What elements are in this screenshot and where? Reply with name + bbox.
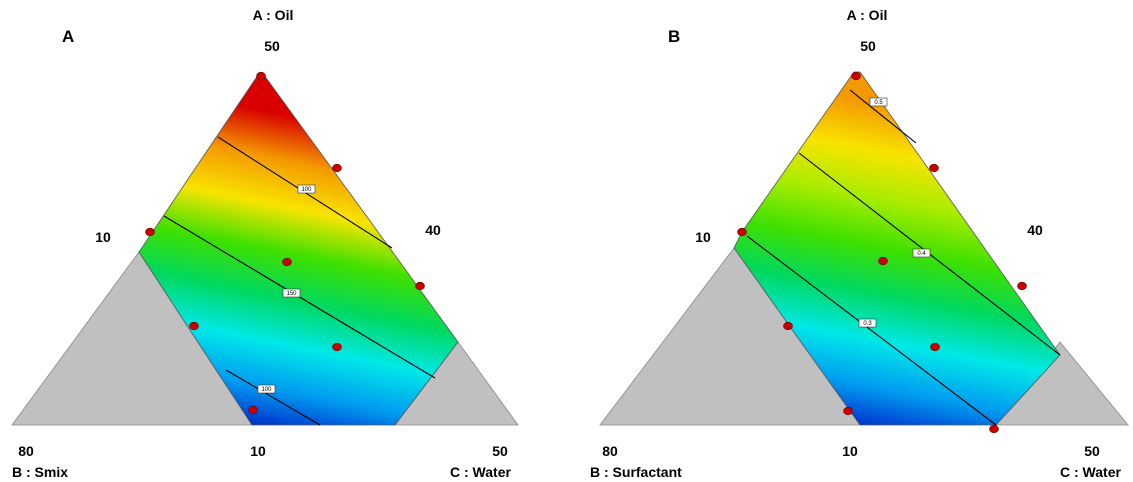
ternary-plot-a: 100 150 100 A A : Oil 50 10 40 80 B : Sm… (11, 7, 519, 480)
design-point (851, 71, 861, 81)
tick-right: 40 (425, 222, 441, 238)
vertex-value-bottom-left: 80 (602, 443, 618, 459)
contour-line (849, 89, 917, 144)
design-point (282, 257, 292, 267)
design-point (189, 321, 199, 331)
contour-line (746, 235, 997, 426)
svg-text:150: 150 (286, 291, 297, 297)
design-point (783, 321, 793, 331)
design-point (415, 281, 425, 291)
ternary-panel-b: 0.5 0.4 0.3 B A : Oil 50 10 40 80 B : Su… (566, 0, 1132, 482)
design-point (930, 342, 940, 352)
design-points-a (145, 71, 425, 415)
contour-line (225, 369, 321, 426)
design-point (332, 342, 342, 352)
panel-label: A (62, 27, 74, 46)
svg-text:0.3: 0.3 (863, 321, 872, 327)
axis-title-bottom-right: C : Water (1060, 464, 1121, 480)
svg-text:100: 100 (301, 187, 312, 193)
tick-bottom: 10 (250, 443, 266, 459)
design-point (737, 227, 747, 237)
design-point (332, 163, 342, 173)
axis-title-top: A : Oil (847, 7, 888, 23)
design-point (256, 71, 266, 81)
ternary-panel-a: 100 150 100 A A : Oil 50 10 40 80 B : Sm… (0, 0, 566, 482)
contour-label: 150 (282, 288, 301, 298)
axis-title-bottom-left: B : Smix (12, 464, 68, 480)
contour-label: 100 (257, 384, 276, 394)
design-point (843, 406, 853, 416)
design-point (989, 424, 999, 434)
contour-label: 0.3 (858, 318, 877, 328)
tick-bottom: 10 (842, 443, 858, 459)
tick-right: 40 (1027, 222, 1043, 238)
contour-label: 0.4 (912, 248, 931, 258)
design-point (929, 163, 939, 173)
vertex-value-top: 50 (264, 38, 280, 54)
axis-title-bottom-right: C : Water (450, 464, 511, 480)
ternary-plot-b: 0.5 0.4 0.3 B A : Oil 50 10 40 80 B : Su… (590, 7, 1129, 480)
vertex-value-bottom-right: 50 (1084, 443, 1100, 459)
design-point (878, 256, 888, 266)
contour-label: 0.5 (869, 97, 888, 107)
axis-title-bottom-left: B : Surfactant (590, 464, 682, 480)
axis-title-top: A : Oil (253, 7, 294, 23)
vertex-value-bottom-left: 80 (18, 443, 34, 459)
panel-label: B (668, 27, 680, 46)
tick-left: 10 (95, 229, 111, 245)
vertex-value-top: 50 (860, 38, 876, 54)
design-points-b (737, 71, 1027, 434)
svg-text:100: 100 (261, 387, 272, 393)
design-point (248, 405, 258, 415)
contour-label: 100 (297, 184, 316, 194)
svg-text:0.4: 0.4 (917, 251, 926, 257)
tick-left: 10 (695, 229, 711, 245)
design-point (145, 227, 155, 237)
vertex-value-bottom-right: 50 (492, 443, 508, 459)
design-point (1017, 281, 1027, 291)
svg-text:0.5: 0.5 (874, 100, 883, 106)
